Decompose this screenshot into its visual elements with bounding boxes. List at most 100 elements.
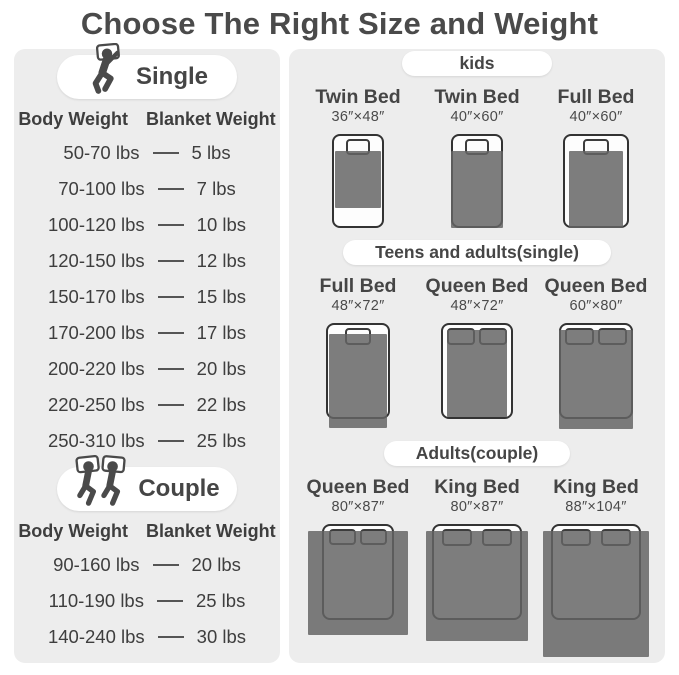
blanket-weight-value: 15 lbs xyxy=(196,286,247,307)
bed-name: Queen Bed xyxy=(425,275,529,297)
blanket-overlay xyxy=(335,151,381,208)
bed-size: 48″×72″ xyxy=(450,298,504,314)
bed-size: 40″×60″ xyxy=(569,109,623,125)
row-dash xyxy=(157,224,184,226)
bed-size: 60″×80″ xyxy=(569,298,623,314)
bed-illustration xyxy=(299,522,417,658)
bed-group: Adults(couple) Queen Bed 80″×87″ King Be… xyxy=(299,441,655,658)
body-weight-value: 150-170 lbs xyxy=(47,286,145,307)
row-dash xyxy=(157,260,184,262)
weight-row: 220-250 lbs 22 lbs xyxy=(14,387,280,423)
bed-illustration xyxy=(537,522,655,658)
blanket-overlay xyxy=(308,531,408,635)
row-dash xyxy=(152,564,179,566)
couple-label: Couple xyxy=(138,475,220,502)
single-sleeper-icon xyxy=(92,42,120,94)
bed-row: Full Bed 48″×72″ Queen Bed 48″×72″ Queen… xyxy=(299,274,655,433)
blanket-weight-value: 12 lbs xyxy=(196,250,247,271)
weight-row: 150-170 lbs 15 lbs xyxy=(14,279,280,315)
bed-cell: Queen Bed 48″×72″ xyxy=(418,274,536,433)
bed-name: Full Bed xyxy=(319,275,397,297)
row-dash xyxy=(157,636,184,638)
body-weight-value: 170-200 lbs xyxy=(47,322,145,343)
blanket-overlay xyxy=(426,531,528,641)
weight-panel: Single Body Weight Blanket Weight 50-70 … xyxy=(14,42,280,663)
blanket-weight-value: 20 lbs xyxy=(196,358,247,379)
bed-row: Twin Bed 36″×48″ Twin Bed 40″×60″ Full B… xyxy=(299,85,655,232)
blanket-weight-value: 10 lbs xyxy=(196,214,247,235)
bed-group-label: Teens and adults(single) xyxy=(375,242,579,262)
bed-name: Full Bed xyxy=(557,86,635,108)
blanket-weight-header: Blanket Weight xyxy=(145,521,276,541)
body-weight-value: 120-150 lbs xyxy=(47,250,145,271)
bed-illustration xyxy=(418,321,536,433)
bed-size: 48″×72″ xyxy=(331,298,385,314)
bed-illustration xyxy=(418,132,536,232)
blanket-weight-value: 7 lbs xyxy=(196,178,236,199)
bed-cell: Queen Bed 60″×80″ xyxy=(537,274,655,433)
bed-cell: Queen Bed 80″×87″ xyxy=(299,475,417,658)
blanket-weight-value: 25 lbs xyxy=(196,430,247,451)
couple-sleepers-icon xyxy=(75,454,126,506)
blanket-weight-header: Blanket Weight xyxy=(145,109,276,129)
weight-row: 110-190 lbs 25 lbs xyxy=(14,583,280,619)
bed-name: Twin Bed xyxy=(434,86,520,108)
bed-illustration xyxy=(418,522,536,658)
row-dash xyxy=(157,440,184,442)
bed-cell: Twin Bed 40″×60″ xyxy=(418,85,536,232)
row-dash xyxy=(157,296,184,298)
body-weight-value: 100-120 lbs xyxy=(47,214,145,235)
body-weight-value: 50-70 lbs xyxy=(63,142,140,163)
blanket-overlay xyxy=(559,330,633,429)
single-label: Single xyxy=(135,63,208,90)
bed-size: 36″×48″ xyxy=(331,109,385,125)
bed-size-panel: kids Twin Bed 36″×48″ Twin Bed 40″×60″ F… xyxy=(289,49,665,663)
body-weight-header: Body Weight xyxy=(18,521,128,541)
blanket-weight-value: 22 lbs xyxy=(196,394,247,415)
bed-size: 80″×87″ xyxy=(450,499,504,515)
weight-row: 170-200 lbs 17 lbs xyxy=(14,315,280,351)
bed-size: 80″×87″ xyxy=(331,499,385,515)
bed-cell: King Bed 88″×104″ xyxy=(537,475,655,658)
body-weight-header: Body Weight xyxy=(18,109,128,129)
single-pill: Single xyxy=(57,42,237,99)
bed-group: Teens and adults(single) Full Bed 48″×72… xyxy=(299,240,655,433)
body-weight-value: 140-240 lbs xyxy=(47,626,145,647)
body-weight-value: 200-220 lbs xyxy=(47,358,145,379)
weight-row: 250-310 lbs 25 lbs xyxy=(14,423,280,459)
weight-row: 50-70 lbs 5 lbs xyxy=(14,135,280,171)
bed-cell: Twin Bed 36″×48″ xyxy=(299,85,417,232)
blanket-overlay xyxy=(569,151,623,228)
bed-illustration xyxy=(299,321,417,433)
weight-row: 120-150 lbs 12 lbs xyxy=(14,243,280,279)
weight-row: 100-120 lbs 10 lbs xyxy=(14,207,280,243)
blanket-overlay xyxy=(451,151,503,228)
blanket-weight-value: 20 lbs xyxy=(191,554,241,575)
blanket-weight-value: 17 lbs xyxy=(196,322,247,343)
page-title: Choose The Right Size and Weight xyxy=(80,6,599,41)
bed-name: King Bed xyxy=(434,476,520,498)
bed-group: kids Twin Bed 36″×48″ Twin Bed 40″×60″ F… xyxy=(299,51,655,232)
bed-name: Queen Bed xyxy=(544,275,648,297)
blanket-weight-value: 5 lbs xyxy=(191,142,231,163)
bed-row: Queen Bed 80″×87″ King Bed 80″×87″ King … xyxy=(299,475,655,658)
bed-name: Twin Bed xyxy=(315,86,401,108)
bed-group-label: Adults(couple) xyxy=(415,443,539,463)
single-weight-rows: 50-70 lbs 5 lbs 70-100 lbs 7 lbs 100-120… xyxy=(14,135,280,459)
blanket-weight-value: 30 lbs xyxy=(196,626,247,647)
content-panels: Single Body Weight Blanket Weight 50-70 … xyxy=(0,42,679,663)
couple-section: Couple Body Weight Blanket Weight 90-160… xyxy=(14,454,280,655)
bed-illustration xyxy=(537,321,655,433)
bed-illustration xyxy=(537,132,655,232)
body-weight-value: 250-310 lbs xyxy=(47,430,145,451)
couple-pill: Couple xyxy=(57,454,237,511)
single-table-header: Body Weight Blanket Weight xyxy=(14,109,280,130)
row-dash xyxy=(157,332,184,334)
single-sleeper-icon xyxy=(86,42,128,95)
row-dash xyxy=(157,368,184,370)
blanket-overlay xyxy=(447,330,507,417)
row-dash xyxy=(152,152,179,154)
bed-size: 40″×60″ xyxy=(450,109,504,125)
weight-row: 70-100 lbs 7 lbs xyxy=(14,171,280,207)
body-weight-value: 90-160 lbs xyxy=(53,554,140,575)
